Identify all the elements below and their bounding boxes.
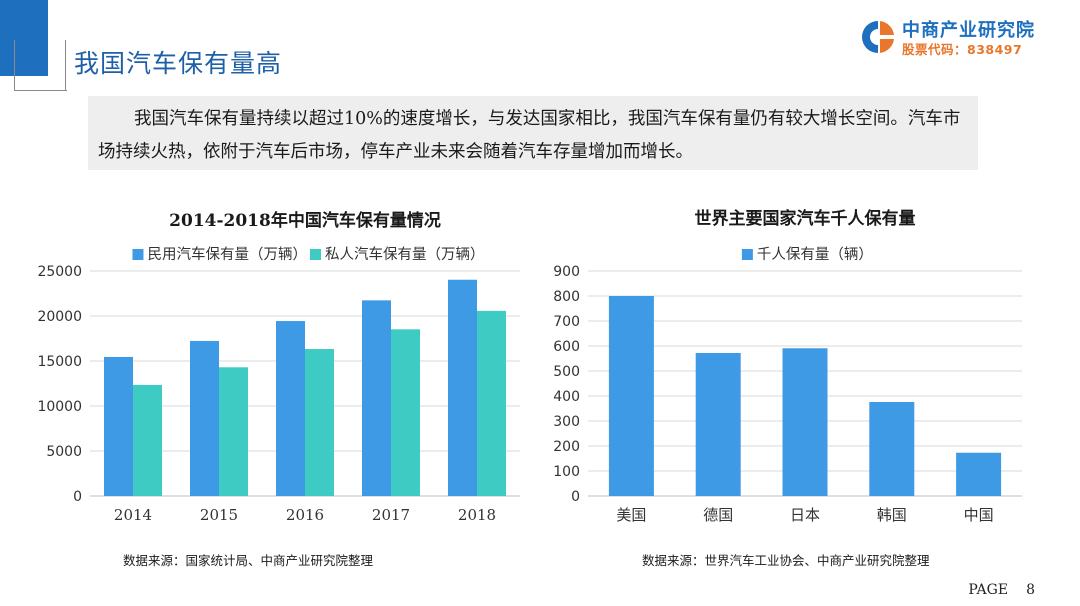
chart1-ytick-3: 15000 [37, 354, 82, 370]
page-label: PAGE [968, 582, 1009, 598]
chart2-ytick-8: 800 [553, 289, 580, 305]
corner-decoration-frame [14, 40, 67, 91]
intro-box: 我国汽车保有量持续以超过10%的速度增长，与发达国家相比，我国汽车保有量仍有较大… [88, 96, 978, 170]
chart1-bar-s1-1 [219, 367, 248, 496]
chart2-ytick-5: 500 [553, 364, 580, 380]
chart1-ytick-2: 10000 [37, 399, 82, 415]
chart1-legend-label-0: 民用汽车保有量（万辆） [147, 246, 307, 263]
corner-decoration-line [65, 40, 66, 90]
chart2-ytick-4: 400 [553, 389, 580, 405]
chart1-xtick-4: 2018 [458, 506, 496, 524]
chart1-bar-s0-3 [362, 300, 391, 496]
chart1-xtick-1: 2015 [200, 506, 238, 524]
intro-text: 我国汽车保有量持续以超过10%的速度增长，与发达国家相比，我国汽车保有量仍有较大… [98, 109, 961, 162]
chart2-xtick-0: 美国 [616, 506, 646, 524]
chart1-legend-swatch-0 [132, 249, 144, 260]
chart1-source-note: 数据来源：国家统计局、中商产业研究院整理 [123, 553, 374, 568]
chart2-ytick-1: 100 [553, 464, 580, 480]
logo-company-name: 中商产业研究院 [902, 20, 1035, 41]
chart2-ytick-7: 700 [553, 314, 580, 330]
chart1-ytick-1: 5000 [46, 444, 82, 460]
chart2-xtick-1: 德国 [703, 506, 733, 524]
chart2-bar-s0-0 [608, 296, 654, 496]
chart2-ytick-3: 300 [553, 414, 580, 430]
chart1-ytick-0: 0 [73, 489, 82, 505]
chart2-xtick-3: 韩国 [877, 506, 907, 524]
chart2-title: 世界主要国家汽车千人保有量 [695, 208, 916, 229]
logo-mark-icon [862, 21, 894, 53]
chart2-bar-s0-3 [869, 402, 915, 496]
chart2-ytick-6: 600 [553, 339, 580, 355]
chart2-ytick-9: 900 [553, 264, 580, 280]
chart1-xtick-3: 2017 [372, 506, 410, 524]
chart1-legend-label-1: 私人汽车保有量（万辆） [325, 246, 485, 263]
chart2-source-note: 数据来源：世界汽车工业协会、中商产业研究院整理 [642, 553, 930, 568]
chart2-ytick-2: 200 [553, 439, 580, 455]
corner-decoration-block [0, 0, 48, 76]
chart1-bar-s1-2 [305, 349, 334, 496]
logo-stock-code: 股票代码：838497 [902, 42, 1023, 57]
page-title: 我国汽车保有量高 [74, 49, 283, 78]
chart2-bar-s0-4 [956, 452, 1002, 496]
chart1-bar-s0-0 [104, 356, 133, 496]
chart2-legend-label-0: 千人保有量（辆） [757, 246, 873, 263]
chart1-ytick-5: 25000 [37, 264, 82, 280]
chart1-bar-s1-3 [391, 329, 420, 496]
page-number: 8 [1026, 582, 1035, 598]
chart1-bar-s0-2 [276, 321, 305, 496]
chart2-xtick-4: 中国 [964, 506, 994, 524]
chart2-legend-swatch-0 [741, 249, 753, 260]
chart1-bar-s0-4 [448, 279, 477, 496]
chart1-legend-swatch-1 [310, 249, 321, 260]
chart1-title: 2014-2018年中国汽车保有量情况 [169, 210, 441, 231]
page-number-footer: PAGE 8 [968, 582, 1035, 598]
chart2-xtick-2: 日本 [790, 506, 820, 524]
chart1-bar-s0-1 [190, 340, 219, 496]
chart1-xtick-0: 2014 [114, 506, 152, 524]
chart1-bar-s1-4 [477, 310, 506, 496]
world-car-per-thousand-chart: 世界主要国家汽车千人保有量千人保有量（辆） 0 100 200 300 400 500 600… [548, 200, 1040, 540]
chart2-bar-s0-1 [695, 353, 741, 496]
chart1-bar-s1-0 [133, 384, 162, 496]
chart1-ytick-4: 20000 [37, 309, 82, 325]
chart1-xtick-2: 2016 [286, 506, 324, 524]
china-car-ownership-chart: 2014-2018年中国汽车保有量情况民用汽车保有量（万辆） 私人汽车保有量（万辆… [30, 200, 530, 540]
chart2-bar-s0-2 [782, 348, 828, 496]
company-logo: 中商产业研究院 股票代码：838497 [858, 14, 1058, 58]
chart2-ytick-0: 0 [571, 489, 580, 505]
